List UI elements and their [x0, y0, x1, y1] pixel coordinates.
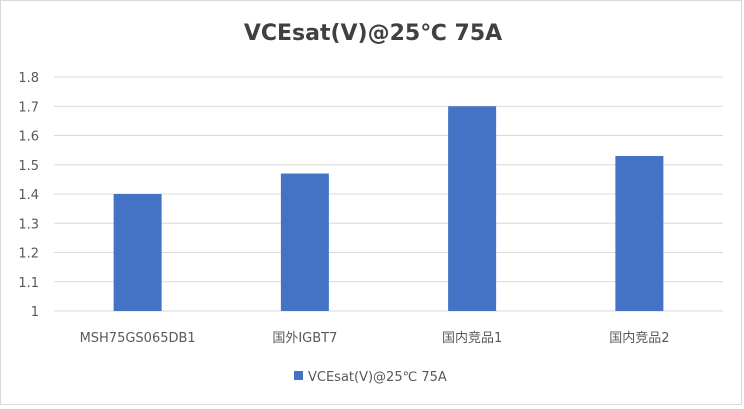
y-tick-label: 1.3 — [18, 217, 39, 232]
y-tick-label: 1.8 — [18, 71, 39, 86]
x-tick-label: 国内竞品2 — [609, 330, 669, 346]
bar — [448, 106, 497, 311]
legend-label: VCEsat(V)@25℃ 75A — [308, 370, 447, 385]
y-tick-label: 1.7 — [18, 100, 39, 115]
y-tick-label: 1 — [31, 305, 39, 320]
y-tick-label: 1.6 — [18, 130, 39, 145]
chart-title: VCEsat(V)@25℃ 75A — [243, 21, 503, 46]
x-tick-label: MSH75GS065DB1 — [80, 331, 196, 346]
x-tick-label: 国内竞品1 — [442, 330, 502, 346]
x-tick-label: 国外IGBT7 — [272, 331, 337, 346]
y-tick-label: 1.2 — [18, 247, 39, 262]
y-tick-label: 1.4 — [18, 188, 39, 203]
y-tick-label: 1.5 — [18, 159, 39, 174]
bar — [615, 155, 664, 311]
bar — [280, 173, 329, 311]
y-tick-label: 1.1 — [18, 276, 39, 291]
bar — [113, 194, 162, 311]
legend-swatch — [294, 371, 303, 380]
